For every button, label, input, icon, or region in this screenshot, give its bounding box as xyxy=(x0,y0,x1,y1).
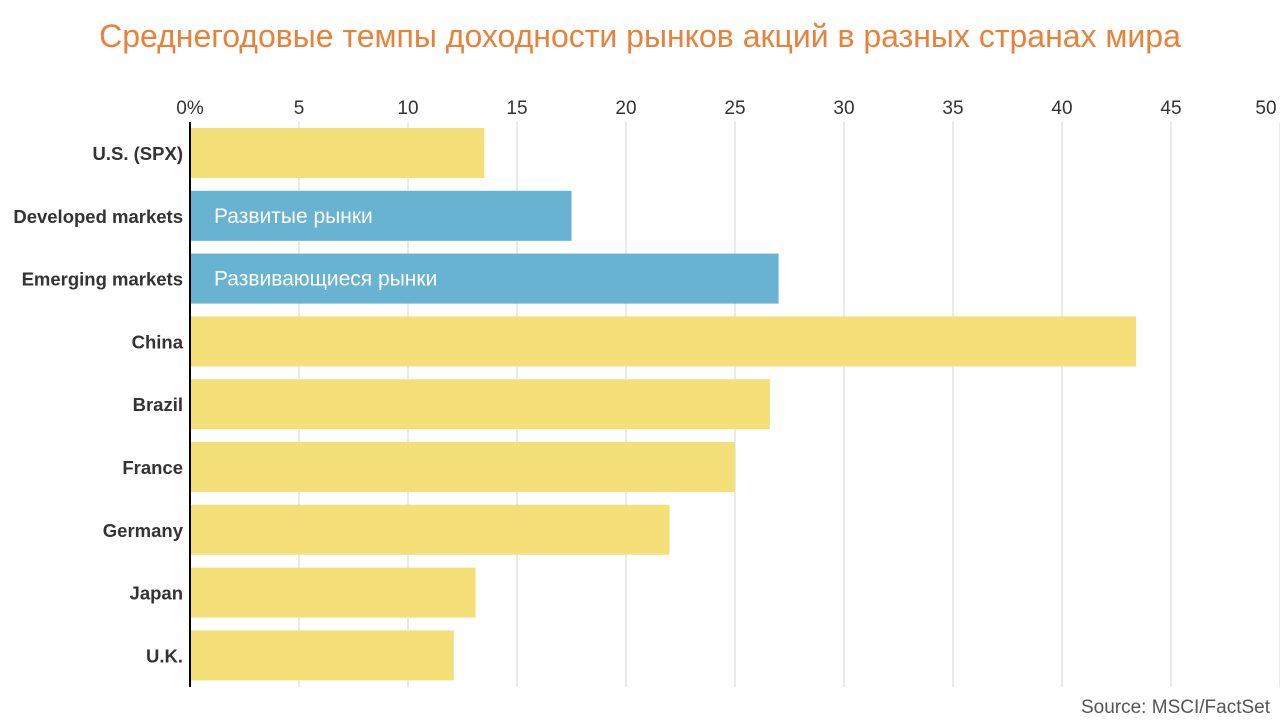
category-label: U.S. (SPX) xyxy=(93,143,183,164)
bars: Развитые рынки Развивающиеся рынки xyxy=(190,128,1137,681)
category-label: Germany xyxy=(103,520,184,541)
x-tick-label: 30 xyxy=(833,98,854,119)
x-tick-label: 50 xyxy=(1255,98,1276,119)
category-label: France xyxy=(122,457,183,478)
bar xyxy=(190,442,735,492)
x-tick-label: 10 xyxy=(397,98,418,119)
category-label: Japan xyxy=(130,583,183,604)
x-tick-label: 0% xyxy=(176,98,204,119)
source-note: Source: MSCI/FactSet xyxy=(1080,697,1270,718)
x-axis-ticks: 0% 5 10 15 20 25 30 35 40 45 50 xyxy=(176,98,1276,119)
bar-label: Развитые рынки xyxy=(214,205,373,228)
bar xyxy=(190,379,770,430)
bar xyxy=(190,316,1137,367)
category-label: China xyxy=(132,331,184,352)
bar xyxy=(190,190,572,241)
category-labels: U.S. (SPX) Developed markets Emerging mark… xyxy=(13,143,183,666)
x-tick-label: 35 xyxy=(942,98,963,119)
bar xyxy=(190,253,779,304)
x-tick-label: 40 xyxy=(1051,98,1072,119)
bar xyxy=(190,504,670,555)
x-tick-label: 5 xyxy=(294,98,305,119)
bar xyxy=(190,567,476,618)
bar xyxy=(190,128,485,178)
category-label: U.K. xyxy=(146,645,183,666)
x-tick-label: 20 xyxy=(615,98,636,119)
category-label: Developed markets xyxy=(13,206,183,227)
bar xyxy=(190,630,454,681)
chart-title: Среднегодовые темпы доходности рынков ак… xyxy=(99,18,1181,54)
bar-label: Развивающиеся рынки xyxy=(214,268,437,291)
x-tick-label: 15 xyxy=(506,98,527,119)
x-tick-label: 45 xyxy=(1160,98,1181,119)
category-label: Brazil xyxy=(133,394,183,415)
category-label: Emerging markets xyxy=(22,269,183,290)
x-tick-label: 25 xyxy=(724,98,745,119)
